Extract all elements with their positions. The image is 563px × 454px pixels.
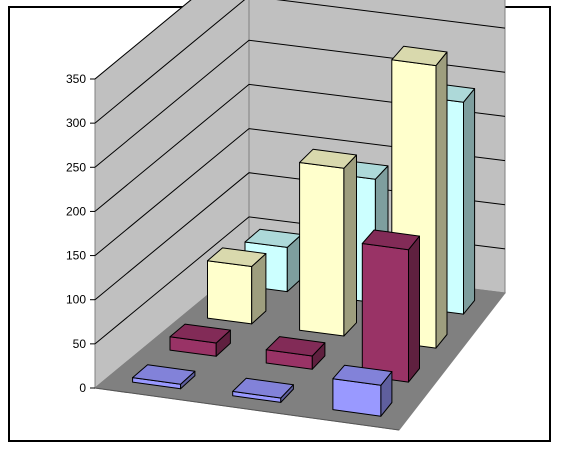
gridline bbox=[94, 0, 506, 124]
bar-s3-c2 bbox=[299, 148, 357, 337]
y-tick-label: 300 bbox=[66, 116, 86, 130]
y-tick-label: 100 bbox=[66, 293, 86, 307]
bar-top-face bbox=[361, 229, 420, 251]
bar-top-face bbox=[207, 247, 267, 267]
y-tick-label: 250 bbox=[66, 160, 86, 174]
bar-top-face bbox=[265, 336, 326, 357]
bar-s2-c2 bbox=[265, 336, 326, 370]
bar-side-face bbox=[343, 154, 357, 337]
bar-side-face bbox=[408, 235, 420, 383]
bar-s1-c2 bbox=[232, 377, 294, 403]
bar-front-face bbox=[299, 162, 345, 337]
bar-s1-c3 bbox=[332, 364, 393, 417]
bar-side-face bbox=[463, 88, 476, 315]
bar-top-face bbox=[332, 364, 393, 386]
bar-top-face bbox=[299, 148, 357, 169]
x-axis-line bbox=[94, 387, 400, 431]
bar-front-face bbox=[207, 260, 253, 325]
y-tick-label: 0 bbox=[79, 381, 86, 395]
bar-s1-c1 bbox=[132, 364, 196, 390]
gridline bbox=[94, 0, 192, 80]
bar-front-face bbox=[361, 243, 409, 383]
bar-s3-c1 bbox=[207, 247, 267, 325]
y-tick-label: 50 bbox=[73, 337, 87, 351]
y-tick-label: 150 bbox=[66, 249, 86, 263]
bar-s2-c3 bbox=[361, 229, 420, 383]
y-tick-label: 350 bbox=[66, 72, 86, 86]
bar-top-face bbox=[132, 364, 196, 385]
bar-top-face bbox=[391, 45, 448, 67]
y-tick-label: 200 bbox=[66, 204, 86, 218]
bar-top-face bbox=[169, 323, 231, 344]
bar-top-face bbox=[232, 377, 294, 399]
bar-side-face bbox=[435, 51, 448, 349]
bar-s2-c1 bbox=[169, 323, 231, 357]
